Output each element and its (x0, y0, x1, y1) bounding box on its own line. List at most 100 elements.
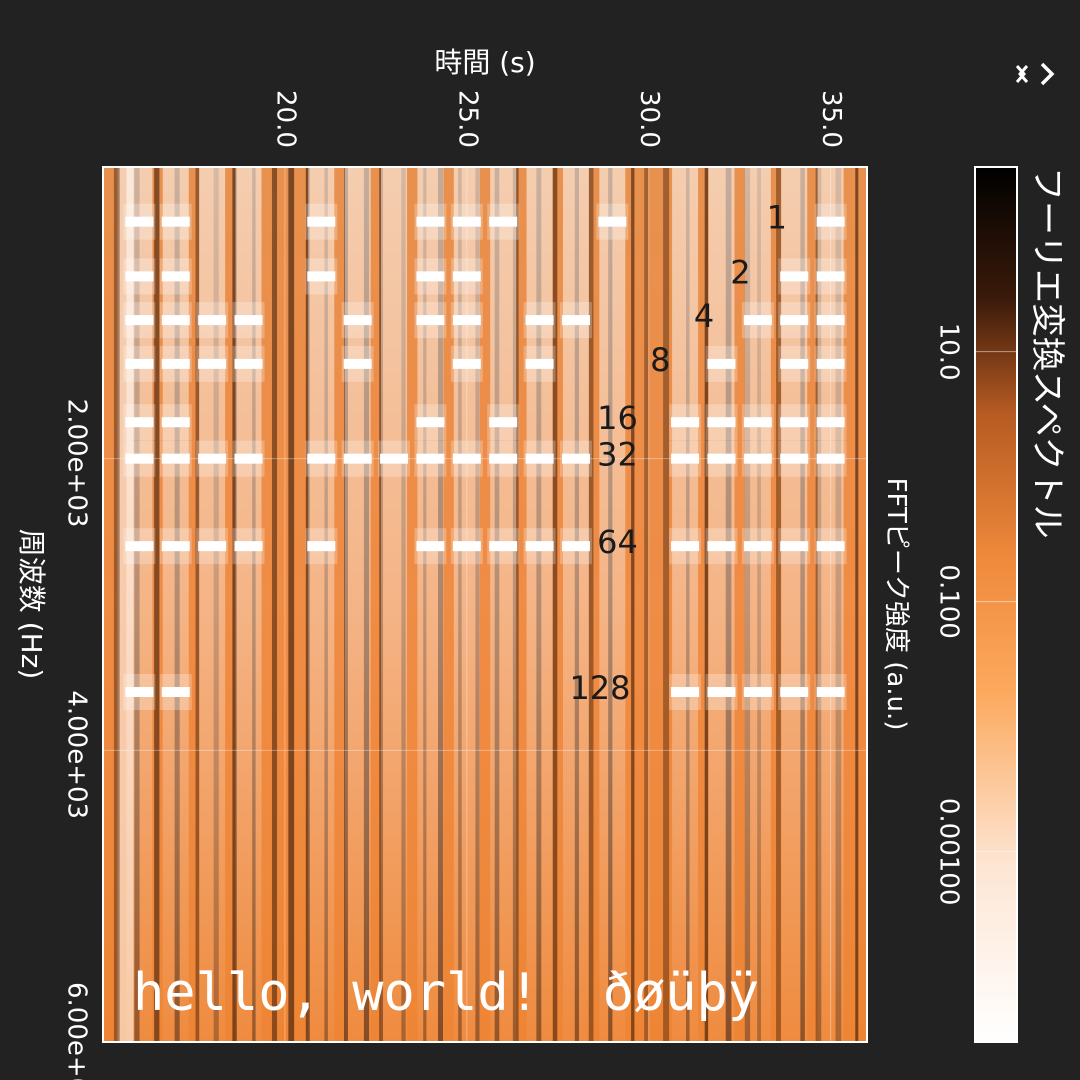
noise-streak (588, 167, 594, 1042)
peak-mark (198, 541, 227, 552)
x-tick-label: 25.0 (452, 90, 482, 148)
noise-streak (113, 167, 120, 1042)
peak-mark (416, 541, 445, 552)
noise-streak (704, 167, 709, 1042)
time-column (744, 167, 771, 1042)
peak-mark (234, 358, 263, 369)
noise-streak (855, 167, 859, 1042)
noise-streak (644, 167, 649, 1042)
time-column (344, 167, 371, 1042)
peak-mark (489, 541, 518, 552)
peak-mark (816, 541, 845, 552)
time-column (417, 167, 444, 1042)
peak-mark (416, 271, 445, 282)
peak-mark (707, 358, 736, 369)
x-tick-label: 20.0 (270, 90, 300, 148)
peak-mark (161, 687, 190, 697)
peak-mark (416, 417, 445, 428)
noise-streak (663, 167, 670, 1042)
peak-mark (234, 453, 263, 464)
y-tick-label: 6.00e+03 (62, 982, 92, 1080)
peak-mark (707, 417, 736, 428)
peak-mark (816, 271, 845, 282)
colorbar-tick-label: 0.100 (934, 564, 964, 638)
noise-streak (776, 167, 781, 1042)
peak-mark (816, 687, 845, 697)
peak-mark (707, 687, 736, 697)
noise-streak (552, 167, 558, 1042)
peak-mark (234, 541, 263, 552)
peak-mark (416, 216, 445, 227)
row-label: 128 (569, 669, 630, 707)
peak-mark (343, 315, 372, 326)
peak-mark (780, 358, 809, 369)
peak-mark (125, 687, 154, 697)
peak-mark (380, 453, 409, 464)
peak-mark (525, 453, 554, 464)
row-label: 32 (597, 436, 638, 474)
peak-mark (125, 216, 154, 227)
peak-mark (816, 417, 845, 428)
peak-mark (161, 358, 190, 369)
x-axis-title: 時間 (s) (434, 46, 535, 79)
peak-mark (307, 216, 336, 227)
peak-mark (198, 358, 227, 369)
x-tick-label: 35.0 (816, 90, 846, 148)
row-label: 8 (650, 341, 670, 379)
plot-frame (102, 166, 868, 1043)
peak-mark (671, 417, 700, 428)
peak-mark (707, 541, 736, 552)
y-tick-label: 4.00e+03 (62, 690, 92, 819)
peak-mark (743, 417, 772, 428)
time-column (308, 167, 335, 1042)
time-column (672, 167, 699, 1042)
peak-mark (816, 216, 845, 227)
peak-mark (452, 541, 481, 552)
peak-mark (489, 216, 518, 227)
peak-mark (780, 687, 809, 697)
expand-collapse-chevrons-icon[interactable] (1008, 56, 1066, 96)
peak-mark (161, 453, 190, 464)
peak-mark (671, 453, 700, 464)
peak-mark (780, 453, 809, 464)
peak-mark (198, 453, 227, 464)
peak-mark (161, 417, 190, 428)
peak-mark (816, 453, 845, 464)
peak-mark (452, 453, 481, 464)
peak-mark (561, 453, 590, 464)
peak-mark (161, 216, 190, 227)
peak-mark (198, 315, 227, 326)
peak-mark (707, 453, 736, 464)
grid-lines (103, 167, 867, 1042)
noise-streak (631, 167, 635, 1042)
noise-streak (232, 167, 237, 1042)
time-column (599, 167, 626, 1042)
colorbar-tick-label: 0.00100 (934, 798, 964, 906)
peak-mark (452, 358, 481, 369)
noise-streak (195, 167, 200, 1042)
noise-streak (288, 167, 295, 1042)
time-column (199, 167, 226, 1042)
peak-mark (525, 358, 554, 369)
peak-mark (780, 541, 809, 552)
peak-mark (561, 315, 590, 326)
peak-mark (489, 417, 518, 428)
peak-mark (489, 453, 518, 464)
time-column (126, 167, 153, 1042)
peak-mark (743, 315, 772, 326)
peak-mark (234, 315, 263, 326)
time-column (781, 167, 808, 1042)
time-column (526, 167, 553, 1042)
x-axis-ticks: 20.0 25.0 30.0 35.0 (270, 90, 846, 148)
noise-streak (154, 167, 160, 1042)
row-label: 1 (767, 199, 787, 237)
peak-mark (307, 271, 336, 282)
peak-mark (561, 541, 590, 552)
row-label: 4 (694, 297, 714, 335)
time-column (562, 167, 589, 1042)
colorbar-title: フーリエ変換スペクトル (1027, 167, 1067, 539)
noise-streak (271, 167, 278, 1042)
colorbar-gradient (975, 167, 1017, 1042)
